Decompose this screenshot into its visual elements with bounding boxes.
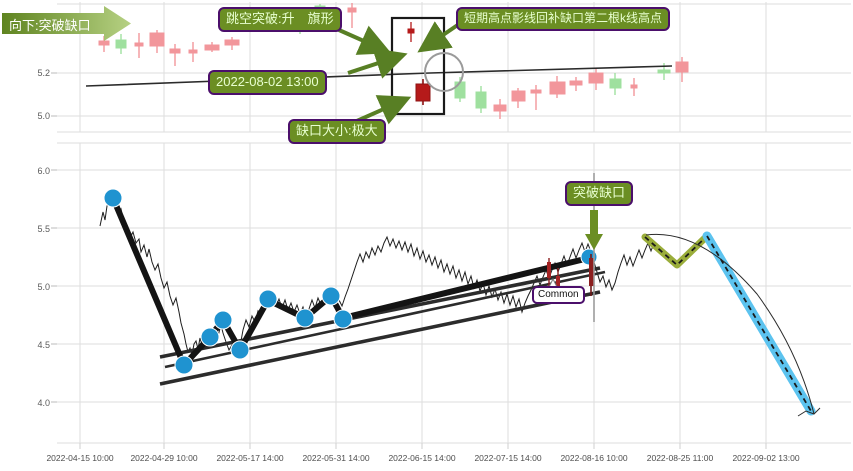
pivot-point [200, 327, 220, 347]
price-gridlines [57, 142, 851, 444]
xtick-label: 2022-05-17 14:00 [216, 453, 283, 463]
pivot-point [103, 188, 123, 208]
pivot-point [213, 310, 233, 330]
forecast-zigzag [641, 232, 711, 269]
channel-lower-line [159, 290, 601, 386]
gap-candle [415, 79, 431, 105]
ytick-label: 5.0 [37, 282, 50, 292]
xtick-label: 2022-05-31 14:00 [302, 453, 369, 463]
arrow-gap-datetime-icon [347, 48, 408, 79]
ytick-label: 5.0 [37, 111, 50, 121]
pivot-point [174, 355, 194, 375]
pivot-point [295, 308, 315, 328]
forecast-down-line [702, 231, 816, 416]
price-y-axis: 6.0 5.5 5.0 4.5 4.0 [37, 166, 57, 408]
circle-highlight-icon [424, 52, 464, 92]
xtick-label: 2022-04-29 10:00 [130, 453, 197, 463]
arrow-right-icon [2, 6, 131, 41]
x-axis: 2022-04-15 10:00 2022-04-29 10:00 2022-0… [46, 443, 800, 463]
gap-size-callout[interactable]: 缺口大小:极大 [288, 119, 386, 144]
gap-breakout-callout[interactable]: 跳空突破:升 旗形 [218, 7, 342, 32]
ytick-label: 4.0 [37, 398, 50, 408]
shadow-fill-callout[interactable]: 短期高点影线回补缺口第二根k线高点 [456, 7, 671, 31]
ytick-label: 4.5 [37, 340, 50, 350]
ytick-label: 5.5 [37, 224, 50, 234]
forecast-arc [645, 233, 815, 415]
arrow-down-icon [585, 210, 603, 250]
candlestick-trendline [85, 65, 673, 87]
candlestick-y-axis: 5.2 5.0 [37, 68, 57, 121]
forecast-end-tick [797, 407, 821, 417]
direction-banner-label: 向下:突破缺口 [9, 17, 91, 33]
pivot-point [258, 289, 278, 309]
pivot-point [230, 340, 250, 360]
pivot-markers [103, 188, 598, 375]
xtick-label: 2022-09-02 13:00 [732, 453, 799, 463]
candlestick-plot-bg [57, 2, 851, 132]
ytick-label: 6.0 [37, 166, 50, 176]
xtick-label: 2022-08-25 11:00 [647, 453, 714, 463]
xtick-label: 2022-06-15 14:00 [388, 453, 455, 463]
breakout-gap-callout[interactable]: 突破缺口 [565, 181, 634, 206]
pivot-point [321, 286, 341, 306]
ytick-label: 5.2 [37, 68, 50, 78]
candlestick-panel: 5.2 5.0 [37, 2, 851, 133]
common-tag-label[interactable]: Common [532, 286, 585, 304]
candlestick-gridlines [57, 3, 851, 133]
pivot-zigzag [110, 195, 592, 368]
gap-datetime-callout[interactable]: 2022-08-02 13:00 [208, 70, 327, 95]
xtick-label: 2022-04-15 10:00 [46, 453, 113, 463]
arrow-gap-breakout-icon [338, 25, 392, 55]
xtick-label: 2022-07-15 14:00 [474, 453, 541, 463]
xtick-label: 2022-08-16 10:00 [560, 453, 627, 463]
pivot-point [333, 309, 353, 329]
price-panel: 6.0 5.5 5.0 4.5 4.0 [37, 142, 851, 444]
